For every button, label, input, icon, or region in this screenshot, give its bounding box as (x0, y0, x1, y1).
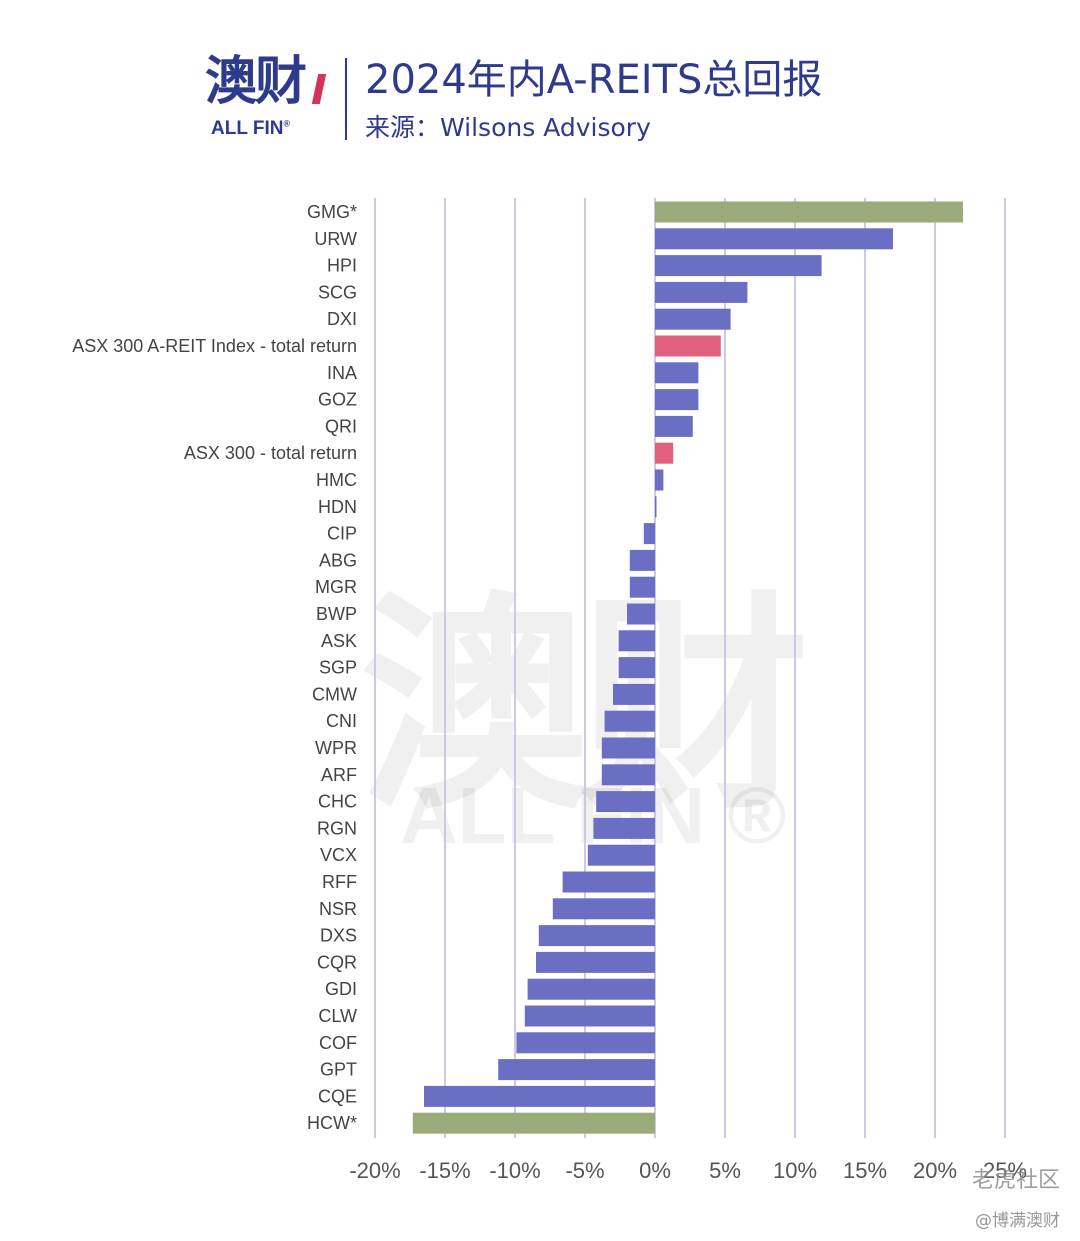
bar-cof (516, 1032, 655, 1054)
category-label: BWP (316, 604, 357, 624)
bar-chc (596, 791, 655, 813)
x-tick-label: 5% (709, 1158, 741, 1183)
bar-abg (629, 549, 655, 571)
x-tick-label: -5% (565, 1158, 604, 1183)
header: 澳财 ALL FIN® 2024年内A-REITS总回报 来源：Wilsons … (205, 52, 1005, 152)
x-tick-label: 25% (983, 1158, 1027, 1183)
logo-english: ALL FIN® (211, 118, 290, 140)
bar-nsr (552, 898, 655, 920)
category-label: MGR (315, 577, 357, 597)
category-label: DXI (327, 309, 357, 329)
category-label: ABG (319, 550, 357, 570)
x-tick-label: 0% (639, 1158, 671, 1183)
category-label: CLW (318, 1006, 357, 1026)
category-label: ASX 300 A-REIT Index - total return (72, 336, 357, 356)
bar-hdn (655, 496, 657, 518)
bar-rgn (593, 817, 655, 839)
bar-clw (524, 1005, 655, 1027)
chart-source: 来源：Wilsons Advisory (365, 113, 651, 142)
header-divider (345, 58, 347, 140)
category-label: SGP (319, 658, 357, 678)
bar-cni (604, 710, 655, 732)
category-label: CQE (318, 1086, 357, 1106)
bar-wpr (601, 737, 655, 759)
bar-goz (655, 389, 699, 411)
bar-cqr (536, 951, 655, 973)
bar-asx-300-total-return (655, 442, 674, 464)
category-label: CHC (318, 792, 357, 812)
category-label: URW (314, 229, 357, 249)
bar-hmc (655, 469, 664, 491)
bar-cip (643, 523, 655, 545)
category-label: HCW* (307, 1113, 357, 1133)
bar-asx-300-a-reit-index-total-return (655, 335, 721, 357)
category-label: CNI (326, 711, 357, 731)
x-tick-label: 15% (843, 1158, 887, 1183)
bar-rff (562, 871, 655, 893)
bar-hpi (655, 255, 822, 277)
x-tick-label: 10% (773, 1158, 817, 1183)
bar-gdi (527, 978, 655, 1000)
category-label: VCX (320, 845, 357, 865)
x-tick-label: -15% (419, 1158, 470, 1183)
category-label: QRI (325, 416, 357, 436)
category-label: CQR (317, 952, 357, 972)
category-label: WPR (315, 738, 357, 758)
category-label: GOZ (318, 390, 357, 410)
category-label: ARF (321, 765, 357, 785)
x-tick-label: 20% (913, 1158, 957, 1183)
category-label: HDN (318, 497, 357, 517)
logo-english-text: ALL FIN (211, 118, 284, 139)
bar-ina (655, 362, 699, 384)
bar-bwp (627, 603, 655, 625)
category-label: GPT (320, 1060, 357, 1080)
bar-sgp (618, 657, 655, 679)
category-label: RGN (317, 818, 357, 838)
bar-vcx (587, 844, 655, 866)
category-label: SCG (318, 282, 357, 302)
category-label: GDI (325, 979, 357, 999)
author-handle: @博满澳财 (975, 1211, 1060, 1231)
bar-arf (601, 764, 655, 786)
x-tick-label: -20% (349, 1158, 400, 1183)
bar-gpt (498, 1059, 655, 1081)
category-label: HPI (327, 256, 357, 276)
bar-gmg (655, 201, 963, 223)
category-label: DXS (320, 926, 357, 946)
category-label: CMW (312, 684, 357, 704)
bar-urw (655, 228, 893, 250)
category-label: INA (327, 363, 357, 383)
logo-registered-mark: ® (283, 118, 291, 129)
bar-cmw (613, 683, 655, 705)
community-watermark: 老虎社区 (971, 1168, 1060, 1193)
x-tick-label: -10% (489, 1158, 540, 1183)
category-label: NSR (319, 899, 357, 919)
category-label: HMC (316, 470, 357, 490)
bar-mgr (629, 576, 655, 598)
logo-chinese: 澳财 (205, 52, 307, 112)
category-label: COF (319, 1033, 357, 1053)
bar-scg (655, 281, 748, 303)
bar-cqe (424, 1085, 655, 1107)
category-label: CIP (327, 524, 357, 544)
category-label: RFF (322, 872, 357, 892)
bar-hcw (412, 1112, 655, 1134)
chart-title: 2024年内A-REITS总回报 (365, 57, 823, 103)
bar-qri (655, 415, 693, 437)
category-label: ASK (321, 631, 357, 651)
bar-ask (618, 630, 655, 652)
bar-dxi (655, 308, 731, 330)
category-label: ASX 300 - total return (184, 443, 357, 463)
bar-dxs (538, 925, 655, 947)
category-label: GMG* (307, 202, 357, 222)
